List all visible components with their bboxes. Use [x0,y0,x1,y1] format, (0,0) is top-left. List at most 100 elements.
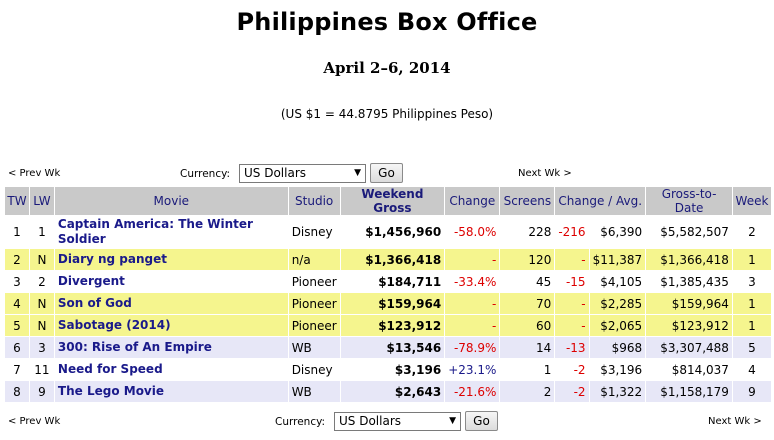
chevron-down-icon: ▼ [449,416,456,426]
bottom-nav-row: < Prev Wk Currency: US Dollars ▼ Go Next… [0,411,774,434]
week-cell: 3 [732,271,771,292]
change-cell: +23.1% [445,359,500,380]
week-cell: 1 [732,293,771,314]
currency-select[interactable]: US Dollars ▼ [334,412,461,431]
tw-cell: 8 [5,381,29,402]
next-week-link[interactable]: Next Wk > [518,168,572,179]
movie-link[interactable]: Son of God [54,293,288,314]
go-button[interactable]: Go [370,163,403,183]
table-row: 8 9 The Lego Movie WB $2,643 -21.6% 2 -2… [5,381,771,402]
table-row: 4 N Son of God Pioneer $159,964 - 70 - $… [5,293,771,314]
avg-cell: $968 [589,337,646,358]
weekend-gross-cell: $2,643 [340,381,445,402]
movie-link[interactable]: Captain America: The Winter Soldier [54,216,288,248]
movie-link[interactable]: 300: Rise of An Empire [54,337,288,358]
col-tw[interactable]: TW [5,187,29,215]
table-row: 3 2 Divergent Pioneer $184,711 -33.4% 45… [5,271,771,292]
table-row: 5 N Sabotage (2014) Pioneer $123,912 - 6… [5,315,771,336]
lw-cell: 3 [29,337,54,358]
screen-change-cell: -15 [555,271,589,292]
currency-label: Currency: [275,416,326,428]
screens-cell: 1 [500,359,555,380]
table-row: 7 11 Need for Speed Disney $3,196 +23.1%… [5,359,771,380]
chevron-down-icon: ▼ [354,168,361,178]
studio-cell: Pioneer [288,293,340,314]
table-row: 6 3 300: Rise of An Empire WB $13,546 -7… [5,337,771,358]
movie-link[interactable]: The Lego Movie [54,381,288,402]
next-week-link[interactable]: Next Wk > [708,416,762,427]
studio-cell: Pioneer [288,315,340,336]
tw-cell: 2 [5,249,29,270]
week-cell: 1 [732,315,771,336]
gross-to-date-cell: $159,964 [646,293,732,314]
studio-cell: WB [288,381,340,402]
weekend-gross-cell: $1,366,418 [340,249,445,270]
lw-cell: N [29,315,54,336]
col-lw[interactable]: LW [29,187,54,215]
col-weekend-gross[interactable]: Weekend Gross [340,187,445,215]
movie-link[interactable]: Diary ng panget [54,249,288,270]
col-screens[interactable]: Screens [500,187,555,215]
currency-value: US Dollars [244,166,307,180]
screen-change-cell: -2 [555,359,589,380]
change-cell: - [445,249,500,270]
movie-link[interactable]: Divergent [54,271,288,292]
gross-to-date-cell: $1,366,418 [646,249,732,270]
movie-link[interactable]: Need for Speed [54,359,288,380]
studio-cell: Disney [288,359,340,380]
prev-week-link[interactable]: < Prev Wk [8,168,61,179]
tw-cell: 5 [5,315,29,336]
lw-cell: N [29,249,54,270]
avg-cell: $2,065 [589,315,646,336]
col-movie[interactable]: Movie [54,187,288,215]
studio-cell: WB [288,337,340,358]
col-gross-to-date[interactable]: Gross-to-Date [646,187,732,215]
screens-cell: 45 [500,271,555,292]
table-row: 1 1 Captain America: The Winter Soldier … [5,216,771,248]
lw-cell: N [29,293,54,314]
avg-cell: $2,285 [589,293,646,314]
tw-cell: 4 [5,293,29,314]
weekend-gross-cell: $13,546 [340,337,445,358]
week-cell: 5 [732,337,771,358]
screens-cell: 2 [500,381,555,402]
col-change[interactable]: Change [445,187,500,215]
prev-week-link[interactable]: < Prev Wk [8,416,61,427]
screens-cell: 120 [500,249,555,270]
gross-to-date-cell: $814,037 [646,359,732,380]
screen-change-cell: -216 [555,216,589,248]
col-studio[interactable]: Studio [288,187,340,215]
gross-to-date-cell: $5,582,507 [646,216,732,248]
weekend-gross-cell: $159,964 [340,293,445,314]
screen-change-cell: -13 [555,337,589,358]
go-button[interactable]: Go [465,411,498,431]
tw-cell: 1 [5,216,29,248]
change-cell: - [445,315,500,336]
screens-cell: 228 [500,216,555,248]
studio-cell: Disney [288,216,340,248]
change-cell: -33.4% [445,271,500,292]
week-cell: 2 [732,216,771,248]
avg-cell: $3,196 [589,359,646,380]
col-screen-change-avg[interactable]: Change / Avg. [555,187,646,215]
week-cell: 1 [732,249,771,270]
movie-link[interactable]: Sabotage (2014) [54,315,288,336]
screen-change-cell: -2 [555,381,589,402]
gross-to-date-cell: $1,158,179 [646,381,732,402]
gross-to-date-cell: $123,912 [646,315,732,336]
gross-to-date-cell: $1,385,435 [646,271,732,292]
date-range: April 2–6, 2014 [323,59,451,77]
col-week[interactable]: Week [732,187,771,215]
screens-cell: 14 [500,337,555,358]
weekend-gross-cell: $3,196 [340,359,445,380]
lw-cell: 9 [29,381,54,402]
box-office-table: TW LW Movie Studio Weekend Gross Change … [4,186,772,403]
avg-cell: $6,390 [589,216,646,248]
change-cell: -58.0% [445,216,500,248]
table-header-row: TW LW Movie Studio Weekend Gross Change … [5,187,771,215]
lw-cell: 11 [29,359,54,380]
currency-select[interactable]: US Dollars ▼ [239,164,366,183]
weekend-gross-cell: $1,456,960 [340,216,445,248]
currency-value: US Dollars [339,414,402,428]
weekend-gross-cell: $123,912 [340,315,445,336]
